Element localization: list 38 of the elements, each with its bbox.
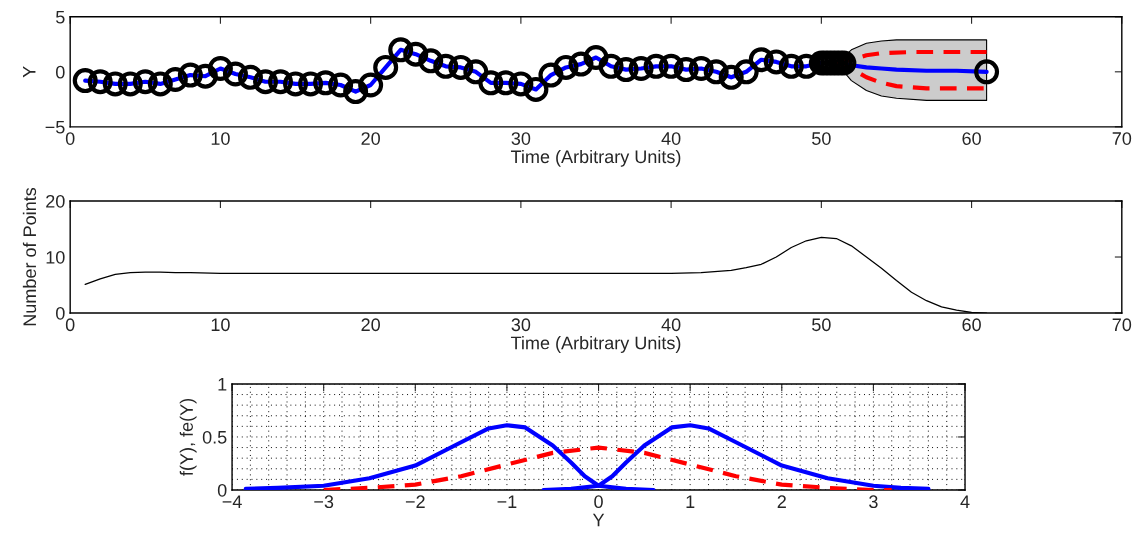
y-tick-label: 0: [55, 65, 65, 79]
x-tick-label: 0: [65, 132, 75, 145]
x-tick-label: −3: [314, 495, 334, 509]
y-tick-label: 0.5: [202, 430, 227, 444]
x-tick-label: 30: [511, 318, 531, 332]
x-axis-title: Time (Arbitrary Units): [510, 149, 681, 167]
x-axis-title: Y: [592, 513, 605, 527]
x-tick-label: 4: [960, 495, 970, 508]
x-tick-label: 0: [65, 318, 75, 332]
y-axis-title: Y: [23, 66, 36, 78]
x-tick-label: 1: [686, 495, 695, 508]
x-tick-label: 70: [1112, 318, 1132, 332]
x-tick-label: −1: [497, 495, 517, 508]
x-tick-label: 3: [869, 495, 878, 509]
x-tick-label: 60: [962, 318, 981, 332]
x-tick-label: 40: [661, 132, 681, 145]
y-tick-label: 0: [55, 306, 65, 320]
y-tick-label: 1: [218, 378, 227, 391]
x-tick-label: 30: [511, 132, 531, 145]
y-tick-label: 5: [56, 10, 65, 24]
y-tick-label: 0: [217, 483, 227, 497]
x-tick-label: −2: [405, 495, 425, 508]
y-tick-label: 20: [46, 194, 65, 208]
x-tick-label: 60: [962, 132, 981, 145]
x-tick-label: 50: [812, 318, 831, 332]
x-tick-label: 0: [594, 495, 603, 509]
y-tick-label: 10: [46, 250, 65, 264]
x-tick-label: 20: [361, 132, 380, 145]
x-tick-label: 20: [361, 318, 380, 332]
x-tick-label: 40: [661, 318, 681, 332]
x-tick-label: −4: [222, 495, 242, 508]
x-axis-title: Time (Arbitrary Units): [510, 336, 681, 353]
x-tick-label: 70: [1112, 132, 1132, 145]
x-tick-label: 2: [777, 495, 786, 508]
y-tick-label: −5: [45, 120, 65, 134]
y-axis-title: f(Y), fe(Y): [179, 398, 197, 476]
y-axis-title: Number of Points: [22, 187, 37, 326]
x-tick-label: 50: [812, 132, 831, 145]
